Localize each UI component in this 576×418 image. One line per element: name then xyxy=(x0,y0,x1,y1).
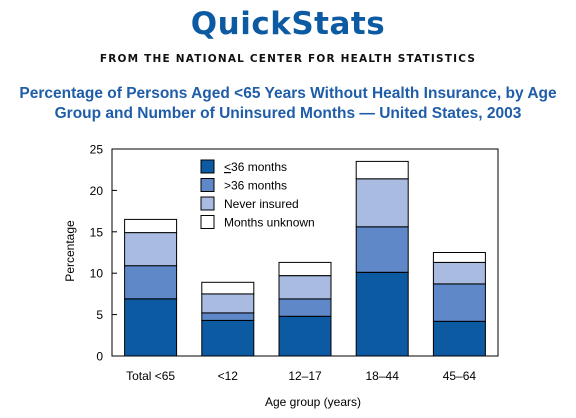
bar-segment-2-1 xyxy=(278,298,332,317)
bar-segment-0-1 xyxy=(124,265,178,300)
y-tick-label: 0 xyxy=(96,350,103,364)
bar-segment-1-0 xyxy=(201,319,255,357)
y-axis-label: Percentage xyxy=(63,220,77,282)
bar-segment-0-2 xyxy=(124,232,178,267)
x-tick-label: Total <65 xyxy=(126,369,175,383)
y-tick-label: 25 xyxy=(90,143,104,157)
legend: <36 months >36 months Never insured Months … xyxy=(200,159,315,230)
y-tick-label: 10 xyxy=(90,267,104,281)
source-line: FROM THE NATIONAL CENTER FOR HEALTH STAT… xyxy=(99,53,477,65)
bar-segment-3-2 xyxy=(355,178,409,228)
x-tick-label: 12–17 xyxy=(288,369,322,383)
bar-segment-3-3 xyxy=(355,160,409,180)
bar-segment-3-0 xyxy=(355,271,409,357)
chart-title: Percentage of Persons Aged <65 Years Wit… xyxy=(0,84,576,124)
y-tick-label: 15 xyxy=(90,225,104,239)
x-tick-label: 45–64 xyxy=(443,369,477,383)
legend-swatch xyxy=(200,159,215,174)
plot-frame xyxy=(111,148,499,357)
bar-segment-2-2 xyxy=(278,275,332,300)
y-tick-label: 5 xyxy=(96,308,103,322)
bar-segment-2-3 xyxy=(278,261,332,277)
brand-title: QuickStats xyxy=(190,6,386,42)
bar-segment-4-0 xyxy=(432,320,486,357)
x-axis-label: Age group (years) xyxy=(265,395,361,409)
bar-segment-4-1 xyxy=(432,283,486,322)
legend-label: Months unknown xyxy=(224,216,315,230)
legend-label: >36 months xyxy=(224,179,287,193)
chart-title-line-2: Group and Number of Uninsured Months — U… xyxy=(54,105,522,122)
x-tick-label: 18–44 xyxy=(366,369,400,383)
axes-group: Total <65 <12 12–17 18–44 45–64 0 5 10 15 20 25 xyxy=(90,143,499,383)
bars-group xyxy=(124,160,486,357)
bar-segment-2-0 xyxy=(278,315,332,357)
x-tick-label: <12 xyxy=(218,369,239,383)
legend-swatch xyxy=(200,215,215,229)
bar-segment-4-2 xyxy=(432,261,486,285)
legend-swatch xyxy=(200,196,215,211)
bar-segment-3-1 xyxy=(355,226,409,273)
bar-segment-4-3 xyxy=(432,252,486,263)
legend-swatch xyxy=(200,178,215,192)
bar-segment-0-3 xyxy=(124,218,178,234)
bar-segment-1-2 xyxy=(201,293,255,314)
bar-segment-1-3 xyxy=(201,281,255,295)
legend-label: <36 months xyxy=(224,160,287,174)
chart-title-line-1: Percentage of Persons Aged <65 Years Wit… xyxy=(19,85,557,102)
bar-segment-1-1 xyxy=(201,312,255,321)
legend-label: Never insured xyxy=(224,197,299,211)
y-tick-label: 20 xyxy=(90,184,104,198)
bar-segment-0-0 xyxy=(124,298,178,357)
